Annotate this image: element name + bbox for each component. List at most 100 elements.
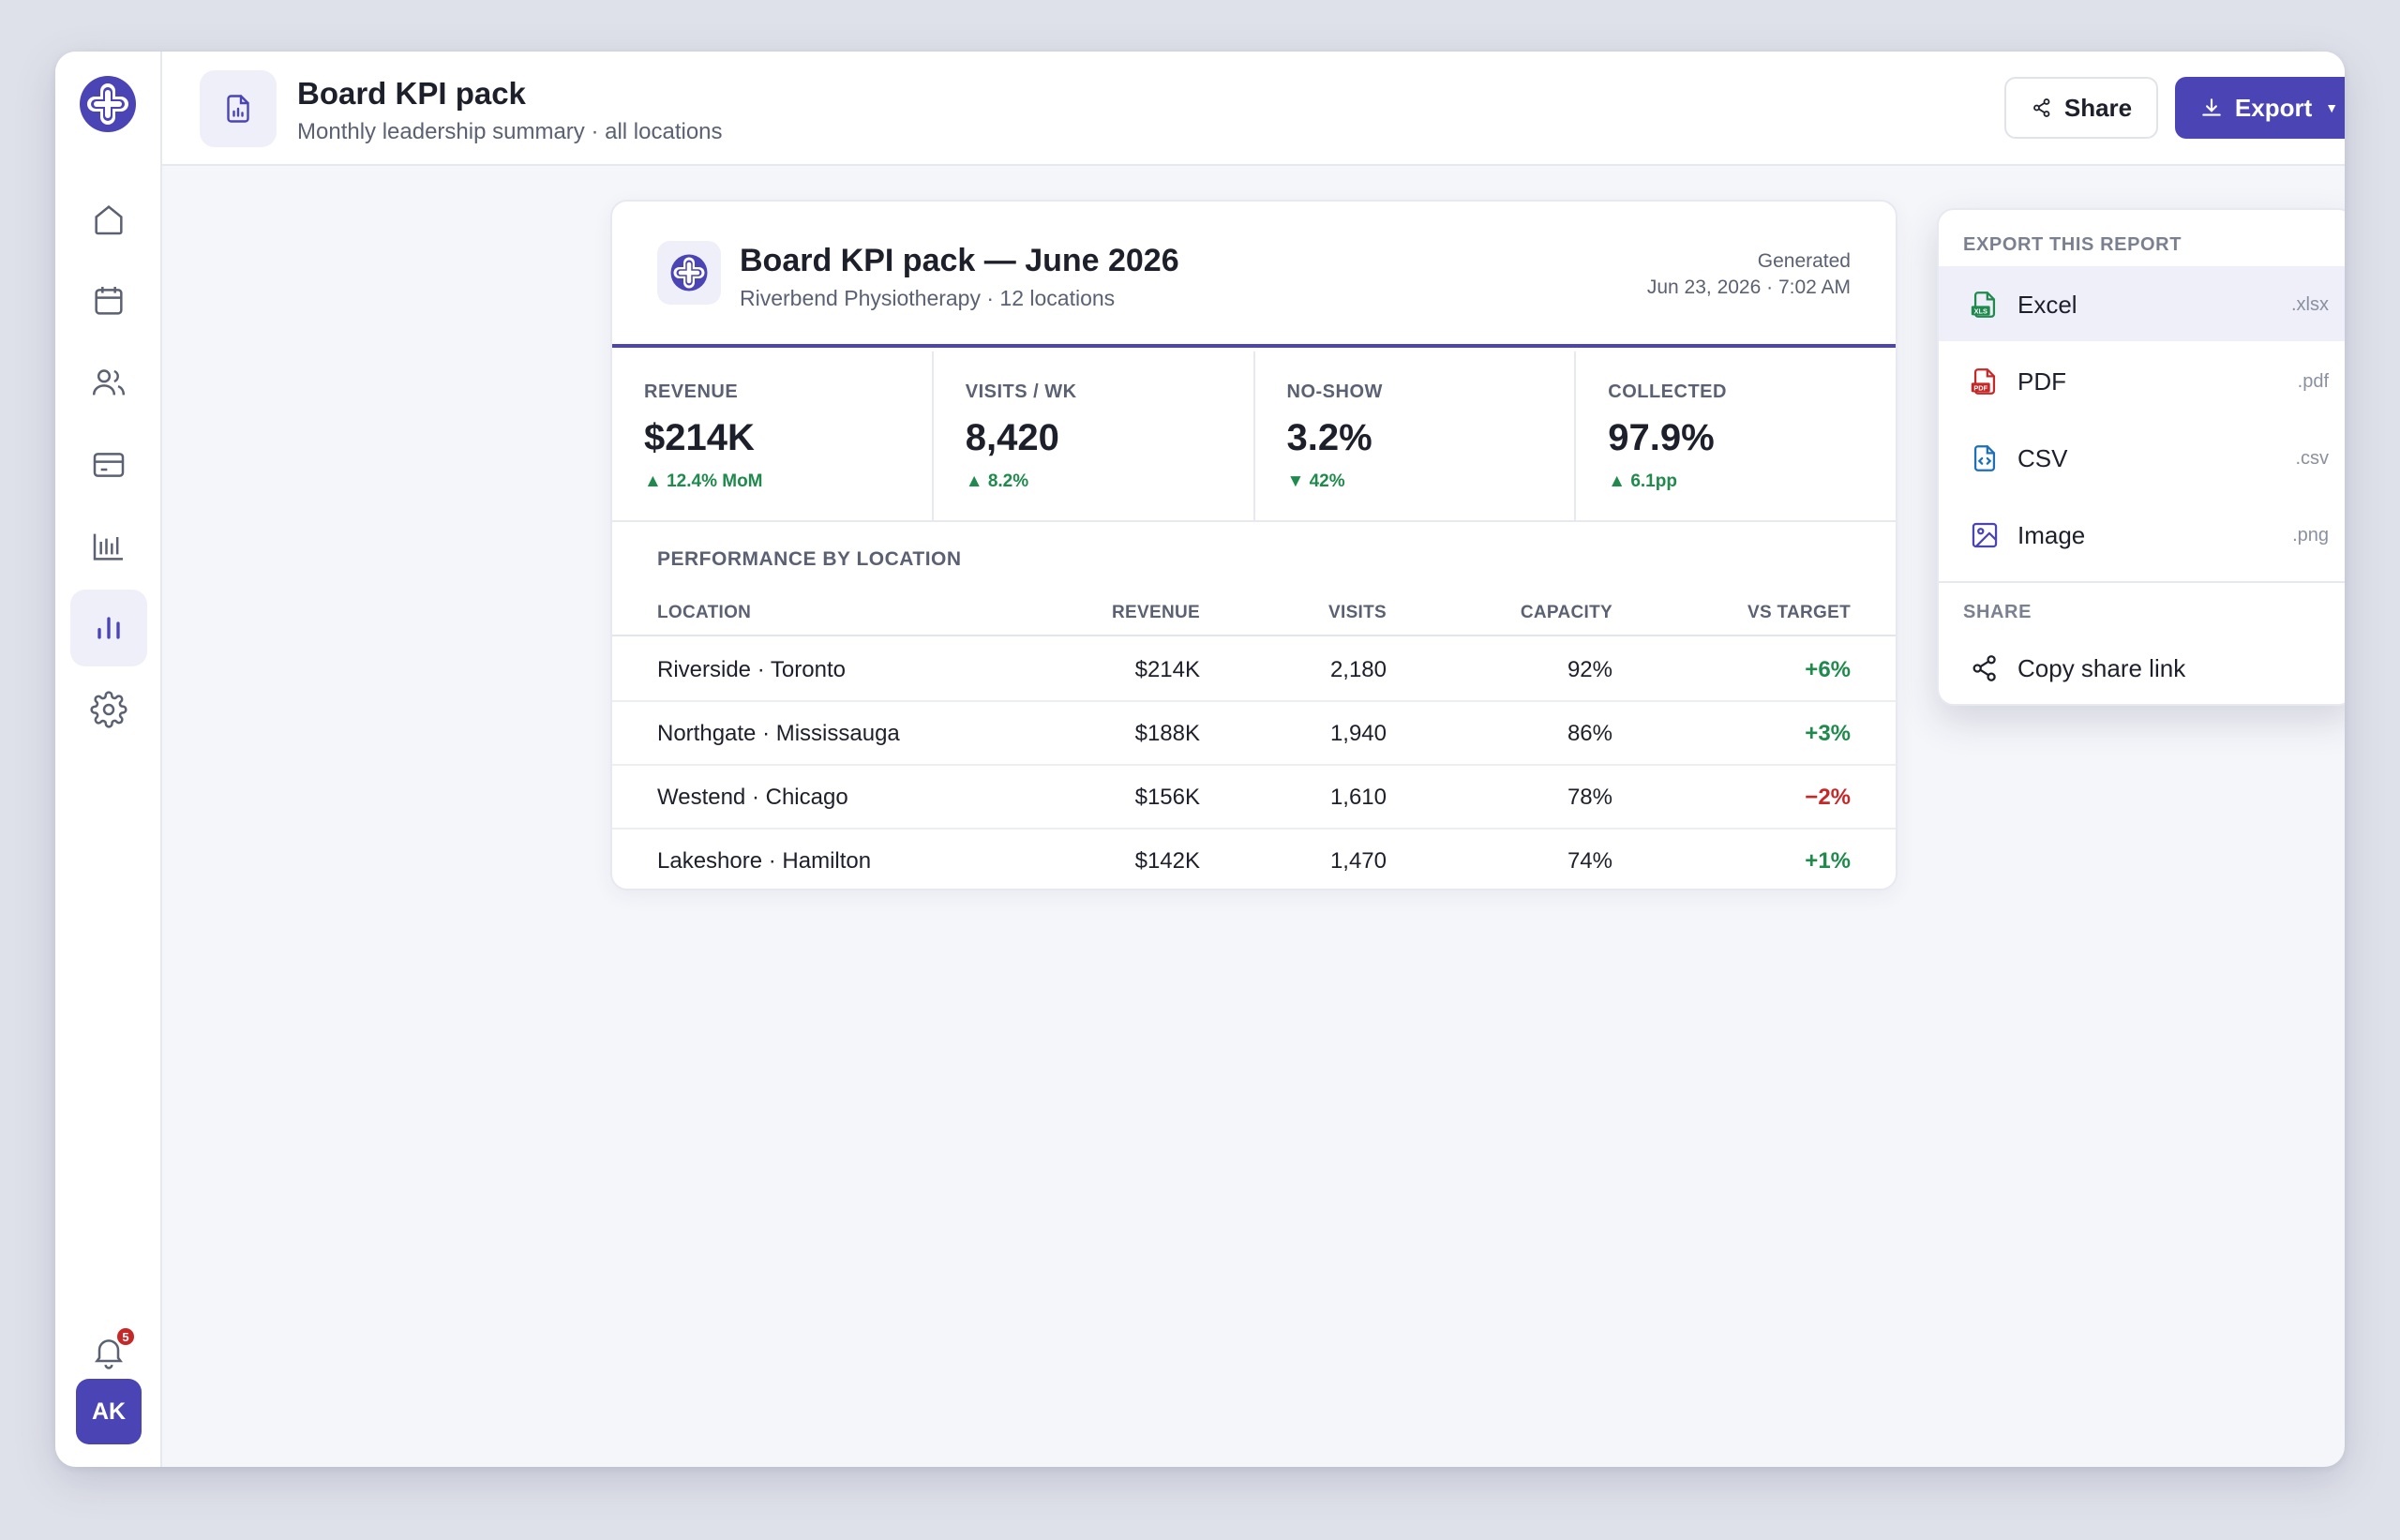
export-excel-item[interactable]: XLS Excel .xlsx: [1939, 266, 2345, 341]
export-menu: EXPORT THIS REPORT XLS Excel .xlsx PDF P…: [1937, 208, 2345, 706]
export-item-ext: .csv: [2295, 448, 2329, 469]
excel-file-icon: XLS: [1971, 292, 1996, 318]
kpi-delta: ▼ 42%: [1286, 471, 1345, 491]
kpi-value: 3.2%: [1286, 417, 1372, 458]
gear-icon: [90, 691, 128, 728]
chevron-down-icon: ▼: [2325, 100, 2339, 115]
sidebar-item-patients[interactable]: [70, 344, 147, 421]
report-title: Board KPI pack — June 2026: [740, 243, 1179, 278]
cell-vs-target: +6%: [1805, 657, 1851, 682]
kpi-delta: ▲ 8.2%: [965, 471, 1029, 491]
export-item-ext: .xlsx: [2291, 294, 2329, 315]
share-button[interactable]: Share: [2004, 77, 2158, 139]
cell-capacity: 74%: [1567, 848, 1612, 874]
table-row[interactable]: Riverside · Toronto $214K 2,180 92% +6%: [612, 638, 1896, 702]
column-header-location[interactable]: LOCATION: [657, 603, 752, 622]
kpi-no-show: NO-SHOW 3.2% ▼ 42%: [1255, 351, 1577, 520]
image-icon: [1972, 522, 1998, 548]
cell-vs-target: −2%: [1805, 785, 1851, 810]
kpi-delta: ▲ 12.4% MoM: [644, 471, 763, 491]
svg-text:PDF: PDF: [1973, 383, 1988, 392]
clinic-logo: [657, 241, 721, 305]
cell-location: Northgate · Mississauga: [657, 721, 900, 746]
cell-visits: 1,470: [1329, 848, 1387, 874]
page-title: Board KPI pack: [297, 76, 526, 111]
cell-revenue: $214K: [1134, 657, 1200, 682]
share-button-label: Share: [2063, 93, 2133, 122]
export-item-label: CSV: [2018, 444, 2068, 472]
kpi-label: COLLECTED: [1608, 381, 1727, 402]
table-header: LOCATION REVENUE VISITS CAPACITY VS TARG…: [612, 595, 1896, 636]
cell-visits: 2,180: [1329, 657, 1387, 682]
cell-vs-target: +1%: [1805, 848, 1851, 874]
report-card-header: Board KPI pack — June 2026 Riverbend Phy…: [612, 202, 1896, 348]
export-button[interactable]: Export ▼: [2175, 77, 2345, 139]
notification-badge: 5: [115, 1326, 136, 1347]
cell-visits: 1,610: [1329, 785, 1387, 810]
column-header-capacity[interactable]: CAPACITY: [1520, 603, 1612, 622]
sidebar-item-home[interactable]: [70, 181, 147, 258]
sidebar: 5 AK: [55, 52, 162, 1467]
pdf-file-icon: PDF: [1971, 368, 1996, 395]
kpi-revenue: REVENUE $214K ▲ 12.4% MoM: [612, 351, 934, 520]
kpi-label: REVENUE: [644, 381, 739, 402]
export-csv-item[interactable]: CSV .csv: [1939, 420, 2345, 495]
export-item-label: PDF: [2018, 367, 2066, 396]
copy-share-link-item[interactable]: Copy share link: [1939, 630, 2345, 704]
sidebar-item-settings[interactable]: [70, 671, 147, 748]
cell-capacity: 78%: [1567, 785, 1612, 810]
table-row[interactable]: Westend · Chicago $156K 1,610 78% −2%: [612, 766, 1896, 830]
generated-label: Generated: [1757, 250, 1851, 272]
report-subtitle: Riverbend Physiotherapy · 12 locations: [740, 286, 1116, 310]
column-header-visits[interactable]: VISITS: [1328, 603, 1387, 622]
app-logo[interactable]: [78, 74, 138, 134]
bar-chart-icon: [93, 533, 123, 561]
report-icon-tile: [200, 70, 277, 147]
user-avatar[interactable]: AK: [76, 1379, 142, 1444]
table-row[interactable]: Northgate · Mississauga $188K 1,940 86% …: [612, 702, 1896, 766]
kpi-strip: REVENUE $214K ▲ 12.4% MoM VISITS / WK 8,…: [612, 351, 1896, 522]
page-subtitle: Monthly leadership summary · all locatio…: [297, 119, 723, 144]
kpi-label: VISITS / WK: [965, 381, 1077, 402]
cell-location: Westend · Chicago: [657, 785, 848, 810]
sidebar-item-calendar[interactable]: [70, 262, 147, 339]
csv-file-icon: [1973, 445, 1996, 471]
copy-share-link-label: Copy share link: [2018, 654, 2186, 682]
export-button-label: Export: [2234, 93, 2313, 122]
svg-text:XLS: XLS: [1974, 307, 1988, 315]
export-item-label: Image: [2018, 521, 2086, 549]
calendar-icon: [95, 287, 123, 315]
notifications-button[interactable]: 5: [70, 1313, 147, 1390]
app-window: 5 AK Board KPI pack Monthly leadership s…: [55, 52, 2345, 1467]
cell-vs-target: +3%: [1805, 721, 1851, 746]
cell-capacity: 86%: [1567, 721, 1612, 746]
export-pdf-item[interactable]: PDF PDF .pdf: [1939, 343, 2345, 418]
cell-capacity: 92%: [1567, 657, 1612, 682]
share-link-icon: [1972, 655, 1996, 681]
column-header-vs-target[interactable]: VS TARGET: [1747, 603, 1851, 622]
cell-location: Riverside · Toronto: [657, 657, 846, 682]
report-file-icon: [227, 95, 249, 123]
generated-date: Jun 23, 2026 · 7:02 AM: [1646, 277, 1851, 298]
export-item-ext: .png: [2292, 525, 2329, 546]
share-icon: [2032, 98, 2050, 117]
analytics-icon: [98, 617, 120, 639]
sidebar-item-statistics[interactable]: [70, 508, 147, 585]
cell-visits: 1,940: [1329, 721, 1387, 746]
export-menu-heading: EXPORT THIS REPORT: [1963, 234, 2182, 255]
card-icon: [93, 453, 125, 477]
sidebar-item-billing[interactable]: [70, 426, 147, 503]
kpi-collected: COLLECTED 97.9% ▲ 6.1pp: [1576, 351, 1896, 520]
table-row[interactable]: Lakeshore · Hamilton $142K 1,470 74% +1%: [612, 830, 1896, 889]
export-item-label: Excel: [2018, 291, 2078, 319]
export-image-item[interactable]: Image .png: [1939, 497, 2345, 572]
column-header-revenue[interactable]: REVENUE: [1112, 603, 1200, 622]
sidebar-item-reports[interactable]: [70, 590, 147, 666]
page-header: Board KPI pack Monthly leadership summar…: [162, 52, 2345, 166]
download-icon: [2202, 98, 2221, 116]
clinic-logo-icon: [670, 254, 708, 292]
users-icon: [92, 369, 126, 396]
export-item-ext: .pdf: [2297, 371, 2329, 392]
kpi-value: 97.9%: [1608, 417, 1715, 458]
report-card: Board KPI pack — June 2026 Riverbend Phy…: [610, 200, 1898, 890]
